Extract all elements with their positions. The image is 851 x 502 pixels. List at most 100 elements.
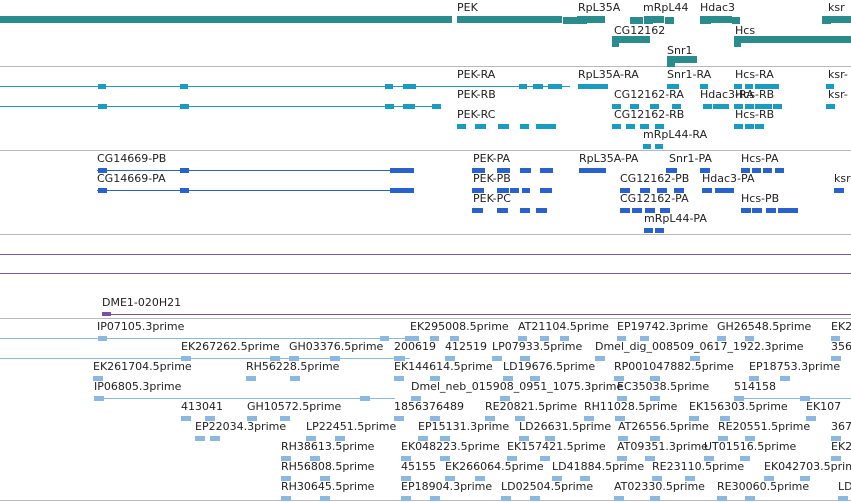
feature-label[interactable]: LP07933.5prime	[492, 340, 583, 353]
feature[interactable]: PEK-PC	[472, 192, 547, 213]
feature[interactable]: CG12162-RA	[612, 88, 684, 109]
feature-label[interactable]: PEK	[457, 1, 479, 14]
feature-label[interactable]: Hcs-RA	[735, 68, 774, 81]
feature[interactable]: 514158	[734, 380, 851, 401]
feature-label[interactable]: UT01516.5prime	[704, 440, 797, 453]
feature[interactable]: Snr1-PA	[666, 152, 712, 173]
feature-label[interactable]: RpL35A-RA	[578, 68, 639, 81]
feature-label[interactable]: EP19742.3prime	[617, 320, 708, 333]
feature-label[interactable]: EK266064.5prime	[445, 460, 544, 473]
feature[interactable]: EK107	[806, 400, 841, 421]
feature-label[interactable]: 514158	[734, 380, 776, 393]
feature-label[interactable]: Dmel_dig_008509_0617_1922.3prime	[595, 340, 804, 353]
feature[interactable]: Dmel_neb_015908_0951_1075.3prime	[411, 380, 623, 401]
feature-label[interactable]: LD41884.5prime	[552, 460, 644, 473]
feature[interactable]: Dmel_dig_008509_0617_1922.3prime	[595, 340, 804, 361]
feature-label[interactable]: Snr1	[667, 44, 692, 57]
feature-label[interactable]: GH26548.5prime	[717, 320, 812, 333]
feature[interactable]: ksr-	[826, 68, 848, 89]
feature[interactable]: AT09351.3prime	[617, 440, 708, 461]
feature-label[interactable]: ksr	[834, 172, 851, 185]
feature-label[interactable]: RpL35A-PA	[579, 152, 639, 165]
feature[interactable]: CG12162-PB	[620, 172, 689, 193]
feature-label[interactable]: EK2	[831, 320, 851, 333]
feature[interactable]: Hcs-RB	[734, 108, 774, 129]
feature[interactable]: CG12162-PA	[620, 192, 689, 213]
feature-label[interactable]: RH38613.5prime	[281, 440, 375, 453]
feature[interactable]: EC35038.5prime	[617, 380, 709, 401]
feature[interactable]: 412519	[445, 340, 487, 361]
feature-label[interactable]: EK042703.5prime	[764, 460, 851, 473]
feature[interactable]: RP001047882.5prime	[614, 360, 734, 381]
feature-label[interactable]: RE20551.5prime	[718, 420, 810, 433]
feature-label[interactable]: Hdac3	[700, 1, 735, 14]
feature[interactable]: Hdac3-PA	[702, 172, 755, 193]
feature-label[interactable]: LD02504.5prime	[501, 480, 593, 493]
feature-label[interactable]: Hcs-PB	[741, 192, 779, 205]
feature[interactable]: EK261704.5prime	[93, 360, 192, 381]
feature[interactable]: LD26631.5prime	[519, 420, 611, 441]
feature-label[interactable]: RH11028.5prime	[584, 400, 678, 413]
feature[interactable]: CG14669-PB	[97, 152, 414, 173]
feature[interactable]: DME1-020H21	[102, 296, 851, 316]
feature[interactable]: EK2	[831, 320, 851, 341]
feature-label[interactable]: EP15131.3prime	[418, 420, 509, 433]
feature-label[interactable]: Hdac3-RA	[700, 88, 754, 101]
feature[interactable]: LP22451.5prime	[306, 420, 397, 441]
feature[interactable]: RE20551.5prime	[718, 420, 810, 441]
feature-label[interactable]: LD26631.5prime	[519, 420, 611, 433]
feature[interactable]: Snr1-RA	[667, 68, 712, 89]
feature[interactable]: Hcs-RB	[734, 88, 782, 109]
feature-label[interactable]: AT02330.5prime	[614, 480, 705, 493]
feature[interactable]: CG14669-PA	[97, 172, 414, 193]
feature-label[interactable]: ksr	[828, 1, 845, 14]
feature[interactable]: LD02504.5prime	[501, 480, 593, 501]
feature-label[interactable]: GH03376.5prime	[289, 340, 384, 353]
feature-label[interactable]: PEK-RC	[457, 108, 496, 121]
feature-label[interactable]: 356	[831, 340, 851, 353]
feature-label[interactable]: IP07105.3prime	[97, 320, 185, 333]
feature[interactable]: AT26556.5prime	[618, 420, 709, 441]
feature-label[interactable]: 413041	[181, 400, 223, 413]
feature[interactable]: EP15131.3prime	[418, 420, 509, 441]
feature-label[interactable]: 412519	[445, 340, 487, 353]
feature[interactable]: ksr-	[826, 88, 848, 109]
feature[interactable]: mRpL44-PA	[644, 212, 707, 233]
feature[interactable]: Hdac3-RA	[700, 88, 754, 109]
feature[interactable]: RE30060.5prime	[717, 480, 809, 501]
feature-label[interactable]: EK267262.5prime	[181, 340, 280, 353]
feature[interactable]: 45155	[401, 460, 436, 481]
feature[interactable]: GH03376.5prime	[289, 340, 384, 361]
feature-label[interactable]: Hcs-PA	[741, 152, 779, 165]
feature[interactable]: RH56228.5prime	[246, 360, 340, 381]
feature-label[interactable]: PEK-RB	[457, 88, 496, 101]
feature-label[interactable]: EP22034.3prime	[195, 420, 286, 433]
feature[interactable]: IP07105.3prime	[0, 320, 414, 341]
feature-label[interactable]: CG12162-PB	[620, 172, 689, 185]
feature-label[interactable]: Hcs	[735, 24, 755, 37]
feature[interactable]: EK048223.5prime	[401, 440, 500, 461]
feature-label[interactable]: EK261704.5prime	[93, 360, 192, 373]
feature-label[interactable]: LD	[838, 480, 851, 493]
feature[interactable]: EK144614.5prime	[394, 360, 493, 381]
feature[interactable]: AT02330.5prime	[614, 480, 705, 501]
feature-label[interactable]: CG12162	[614, 24, 665, 37]
feature-label[interactable]: PEK-PB	[473, 172, 511, 185]
feature-label[interactable]: PEK-PC	[473, 192, 511, 205]
feature[interactable]: PEK-RB	[0, 88, 496, 109]
feature-label[interactable]: 200619	[394, 340, 436, 353]
feature[interactable]: EP22034.3prime	[195, 420, 286, 441]
feature-label[interactable]: EK107	[806, 400, 841, 413]
feature[interactable]: EK157421.5prime	[507, 440, 606, 461]
feature[interactable]: PEK-PA	[472, 152, 553, 173]
feature-label[interactable]: AT09351.3prime	[617, 440, 708, 453]
feature-label[interactable]: Snr1-PA	[669, 152, 712, 165]
feature[interactable]: Snr1	[667, 44, 692, 67]
feature[interactable]: EK042703.5prime	[764, 460, 851, 481]
feature[interactable]: 356	[831, 340, 851, 361]
feature[interactable]: LP07933.5prime	[492, 340, 583, 361]
feature-label[interactable]: CG14669-PA	[97, 172, 166, 185]
feature-label[interactable]: EC35038.5prime	[617, 380, 709, 393]
feature-label[interactable]: 367	[831, 420, 851, 433]
feature-label[interactable]: RH30645.5prime	[281, 480, 375, 493]
